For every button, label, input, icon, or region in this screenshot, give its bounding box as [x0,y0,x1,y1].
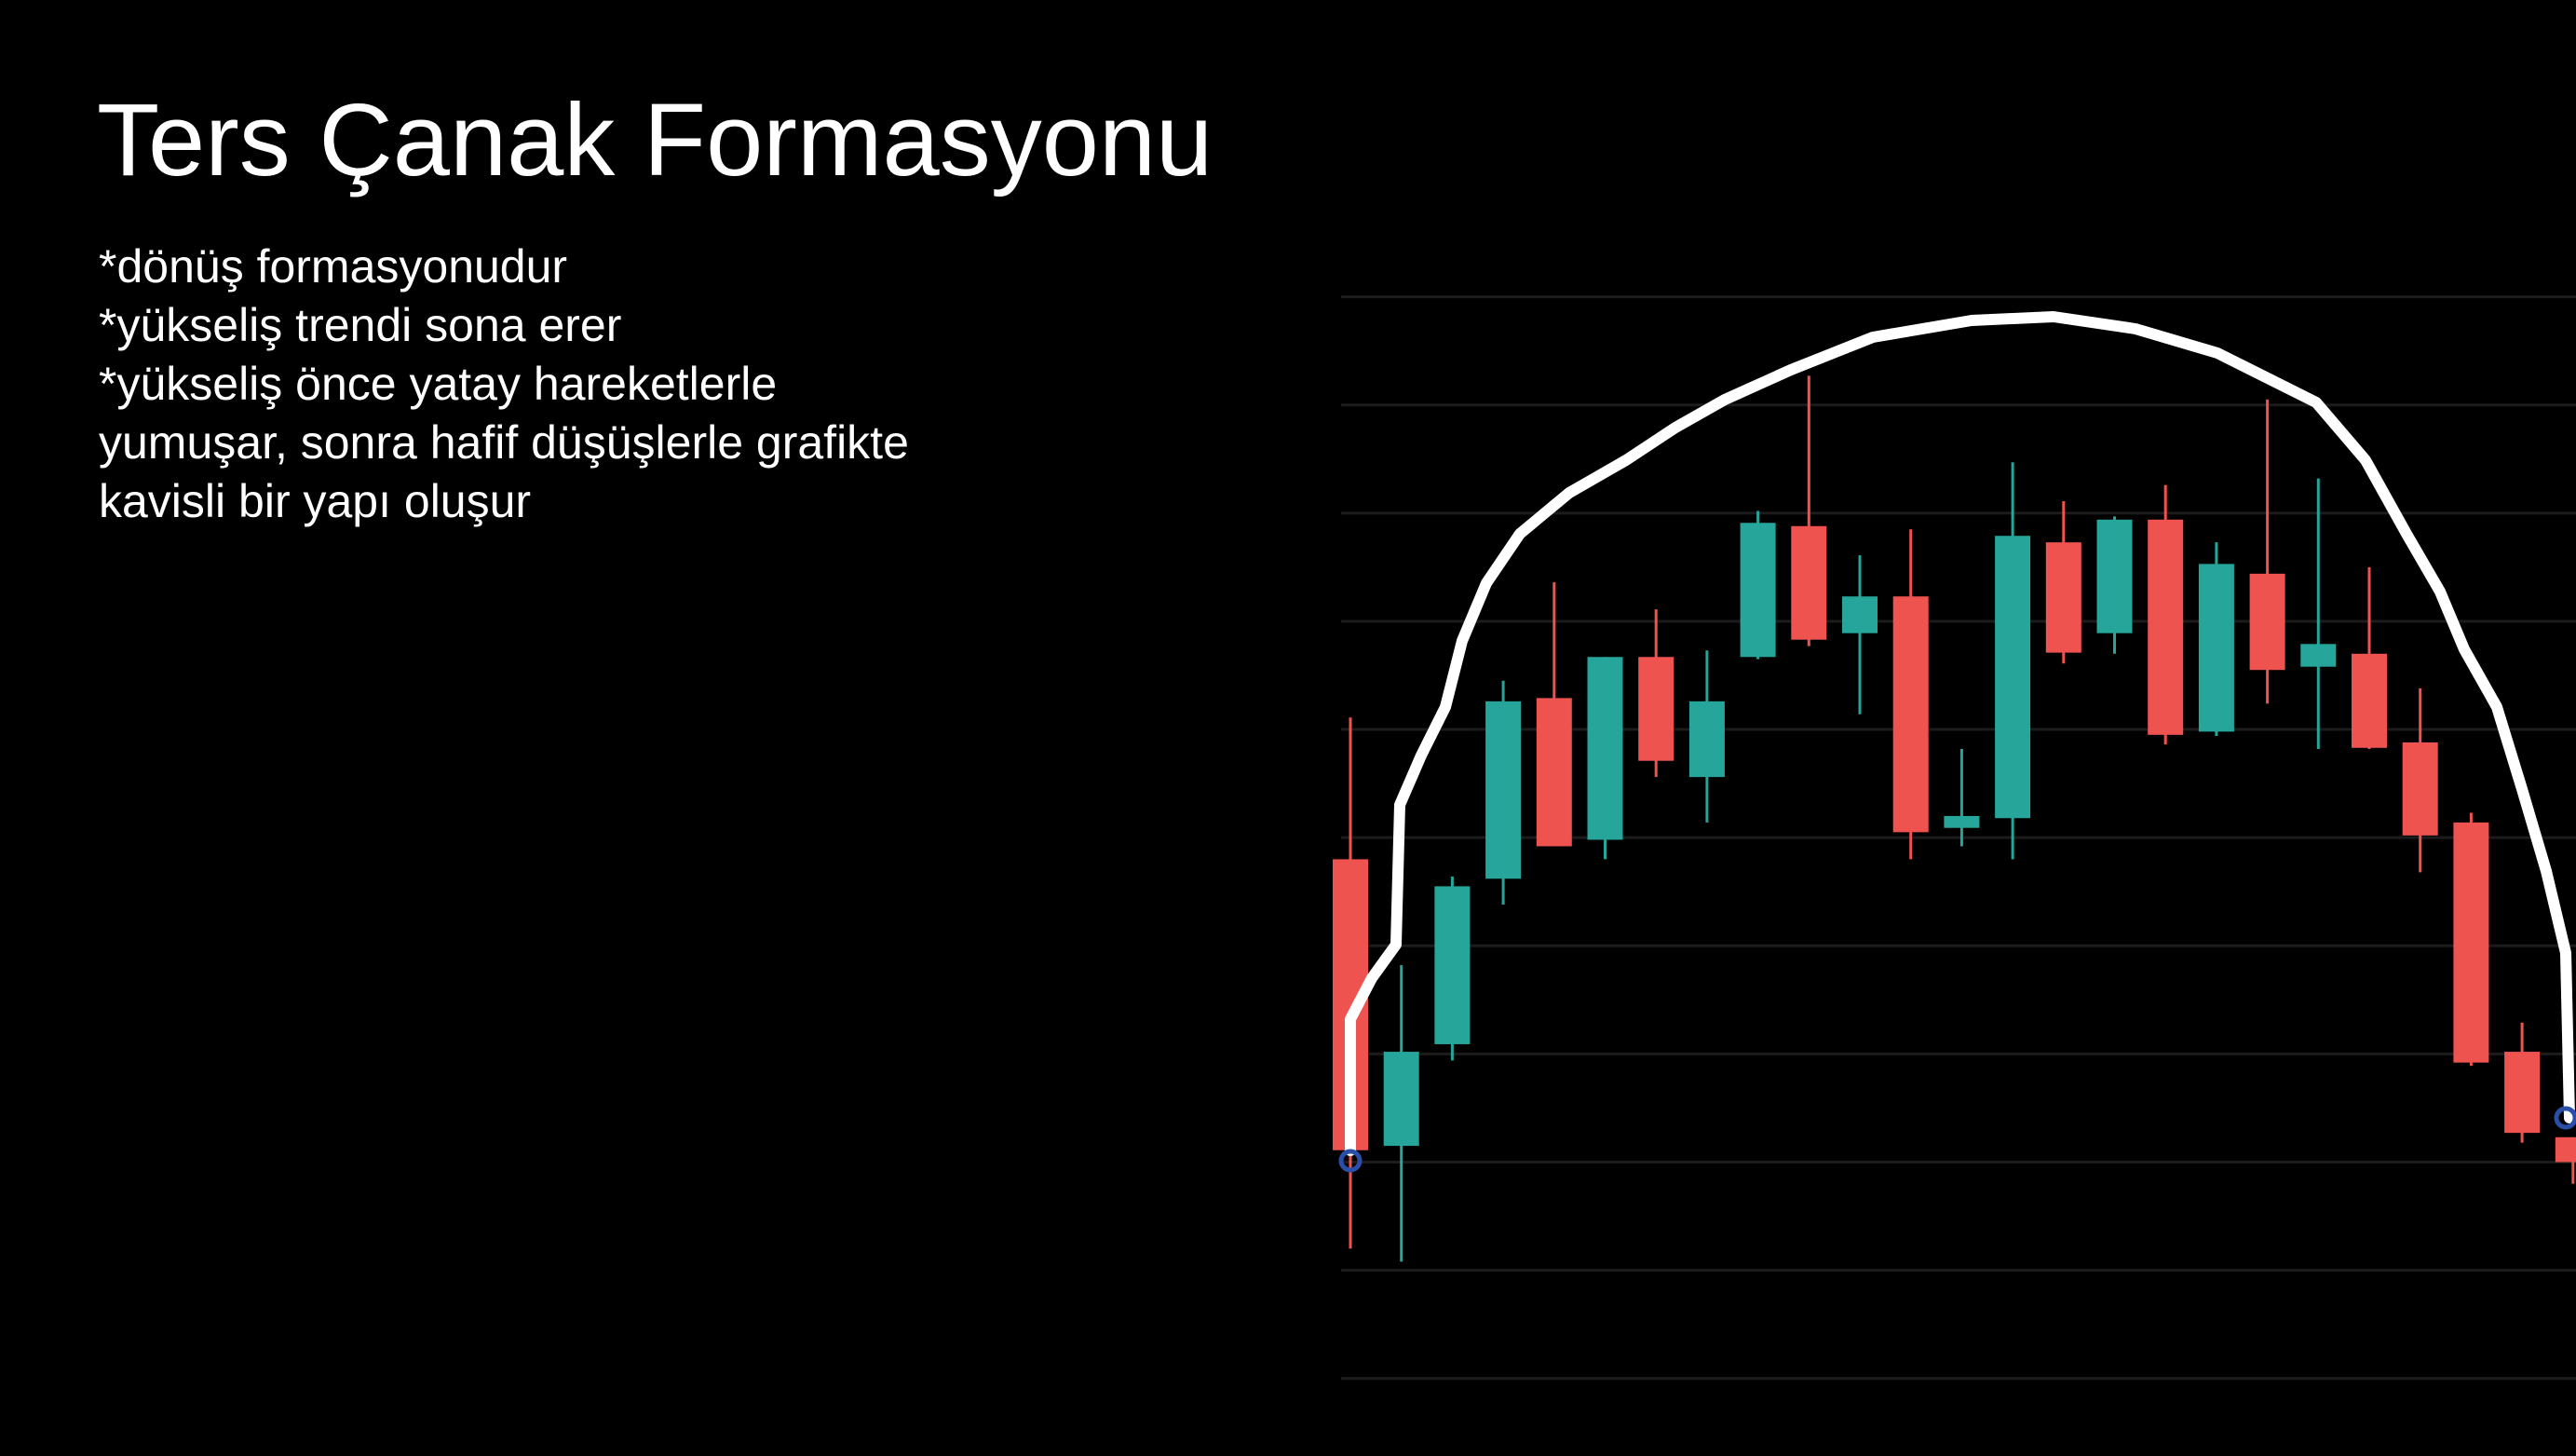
slide-title: Ters Çanak Formasyonu [97,83,1213,197]
notes: *dönüş formasyonudur *yükseliş trendi son… [99,240,909,527]
candle-body [1995,536,2031,819]
candle-body [2453,822,2489,1063]
note-line: *yükseliş trendi sona erer [99,299,621,351]
candle-body [1587,657,1623,840]
candle-body [2402,742,2438,836]
candle-body [1688,701,1725,778]
cup-curve [1345,311,2575,1156]
candle-body [1434,886,1471,1044]
candle-body [2198,564,2234,732]
note-line: yumuşar, sonra hafif düşüşlerle grafikte [99,416,909,469]
note-line: *dönüş formasyonudur [99,240,567,293]
note-line: kavisli bir yapı oluşur [99,475,531,527]
curve-anchor [2554,1106,2576,1130]
candle-body [2504,1052,2541,1134]
note-line: *yükseliş önce yatay hareketlerle [99,358,777,410]
candle-body [2045,542,2081,653]
candle-body [1536,698,1572,847]
candle-body [2249,573,2285,671]
candle-body [1485,701,1522,879]
candle-body [1944,815,1980,828]
candle-body [2555,1136,2576,1163]
candle-body [1892,596,1929,833]
candle-body [2148,519,2184,735]
candle-body [2096,519,2133,633]
curve-anchor [1338,1149,1363,1173]
candle-body [2352,653,2387,748]
candle-body [1740,523,1776,658]
candle-body [1638,657,1674,761]
candle-body [2300,644,2337,667]
candle-body [1842,596,1878,633]
candle-body [1791,525,1827,640]
candle-body [1383,1052,1419,1147]
